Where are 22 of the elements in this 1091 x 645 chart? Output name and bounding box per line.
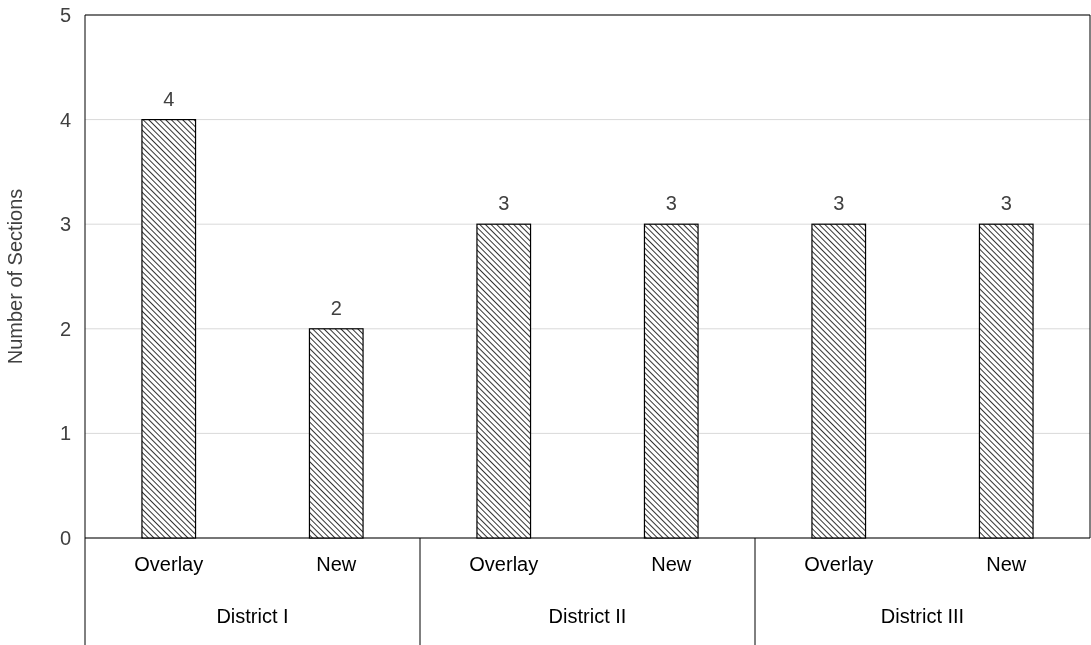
y-tick-label: 5 xyxy=(59,3,71,26)
data-label: 2 xyxy=(330,296,342,319)
y-tick-label: 3 xyxy=(59,213,71,236)
text: District III xyxy=(880,605,965,627)
y-tick-label: 2 xyxy=(59,317,71,340)
x-tick-label: Overlay xyxy=(134,553,204,575)
text: District I xyxy=(216,605,289,627)
y-axis-title: Number of Sections xyxy=(4,188,26,365)
y-tick-label: 1 xyxy=(59,422,71,445)
x-tick-label: Overlay xyxy=(469,553,539,575)
x-tick-label: New xyxy=(986,553,1027,575)
text: District II xyxy=(548,605,627,627)
data-label: 3 xyxy=(1000,192,1012,215)
x-tick-label: New xyxy=(651,553,692,575)
y-tick-label: 0 xyxy=(59,526,71,549)
data-label: 3 xyxy=(665,192,677,215)
x-tick-label: Overlay xyxy=(804,553,874,575)
x-tick-label: New xyxy=(316,553,357,575)
data-label: 4 xyxy=(163,87,175,110)
data-label: 3 xyxy=(833,192,845,215)
data-label: 3 xyxy=(498,192,510,215)
y-tick-label: 4 xyxy=(59,108,71,131)
